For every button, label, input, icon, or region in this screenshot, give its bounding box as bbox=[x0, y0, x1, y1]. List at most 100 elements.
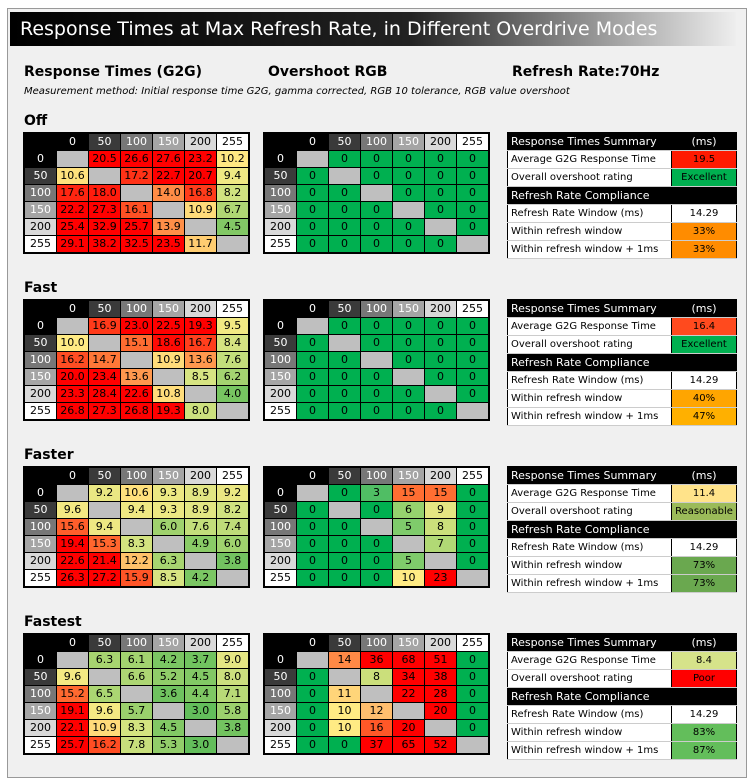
table-row: 100 0 0 5 8 0 bbox=[263, 518, 490, 536]
column-header: 100 bbox=[120, 299, 153, 318]
table-row: 100 17.6 18.0 14.0 16.8 8.2 bbox=[23, 184, 250, 202]
row-header: 150 bbox=[23, 201, 57, 219]
column-header: 200 bbox=[184, 466, 217, 485]
heatmap-cell: 0 bbox=[328, 484, 361, 502]
heatmap-cell bbox=[56, 484, 89, 502]
heatmap-cell: 0 bbox=[296, 668, 329, 686]
heatmap-cell bbox=[424, 218, 457, 236]
response-times-heading: Response Times (G2G) bbox=[24, 64, 203, 80]
overshoot-table: 0 50 100 150 200 255 0 14 36 68 51 0 50 0 8 34 38 0 100 0 11… bbox=[263, 633, 490, 755]
measurement-method: Measurement method: Initial response tim… bbox=[24, 86, 570, 97]
row-header: 200 bbox=[23, 719, 57, 737]
heatmap-cell: 20 bbox=[392, 719, 425, 737]
heatmap-cell: 0 bbox=[392, 334, 425, 352]
heatmap-cell: 0 bbox=[328, 385, 361, 403]
overshoot-heading: Overshoot RGB bbox=[268, 64, 388, 80]
table-row: 200 0 0 0 0 0 bbox=[263, 385, 490, 403]
mode-title: Fastest bbox=[24, 614, 82, 630]
within-label: Within refresh window bbox=[507, 222, 672, 241]
heatmap-cell: 9.2 bbox=[88, 484, 121, 502]
column-header: 0 bbox=[296, 466, 329, 485]
heatmap-cell: 16.2 bbox=[56, 351, 89, 369]
heatmap-cell: 8 bbox=[424, 518, 457, 536]
column-header: 100 bbox=[360, 132, 393, 151]
heatmap-cell: 65 bbox=[392, 736, 425, 755]
heatmap-cell: 0 bbox=[328, 218, 361, 236]
heatmap-cell: 3.7 bbox=[184, 651, 217, 669]
heatmap-cell: 0 bbox=[456, 385, 490, 403]
heatmap-cell: 16.9 bbox=[88, 317, 121, 335]
heatmap-cell: 0 bbox=[456, 668, 490, 686]
heatmap-cell: 16.1 bbox=[120, 201, 153, 219]
overshoot-rating: Poor bbox=[671, 669, 737, 688]
heatmap-cell: 0 bbox=[328, 201, 361, 219]
heatmap-cell bbox=[216, 402, 250, 421]
column-header: 100 bbox=[360, 466, 393, 485]
heatmap-cell: 0 bbox=[424, 351, 457, 369]
column-header: 255 bbox=[456, 633, 490, 652]
heatmap-cell: 16.8 bbox=[184, 184, 217, 202]
window-label: Refresh Rate Window (ms) bbox=[507, 371, 672, 390]
heatmap-cell bbox=[184, 385, 217, 403]
refresh-rate-label: Refresh Rate: bbox=[512, 64, 620, 80]
heatmap-cell: 7.6 bbox=[184, 518, 217, 536]
heatmap-cell: 19.4 bbox=[56, 535, 89, 553]
heatmap-cell: 0 bbox=[296, 702, 329, 720]
heatmap-cell: 0 bbox=[328, 184, 361, 202]
corner-cell bbox=[23, 299, 57, 318]
header-row: 0 50 100 150 200 255 bbox=[263, 466, 490, 485]
heatmap-cell: 0 bbox=[360, 535, 393, 553]
summary-table: Response Times Summary (ms) Average G2G Re… bbox=[507, 132, 737, 259]
heatmap-cell bbox=[184, 719, 217, 737]
refresh-rate-value: 70Hz bbox=[620, 64, 660, 80]
heatmap-cell: 0 bbox=[328, 518, 361, 536]
heatmap-cell: 0 bbox=[360, 201, 393, 219]
heatmap-cell: 8 bbox=[360, 668, 393, 686]
heatmap-cell: 27.6 bbox=[152, 150, 185, 168]
mode-section-faster: Faster 0 50 100 150 200 255 0 9.2 10.6 9.3 8.9 9.2 50… bbox=[0, 447, 753, 607]
row-header: 100 bbox=[23, 518, 57, 536]
heatmap-cell: 27.2 bbox=[88, 569, 121, 588]
heatmap-cell: 0 bbox=[456, 685, 490, 703]
heatmap-cell bbox=[120, 518, 153, 536]
table-row: 150 20.0 23.4 13.6 8.5 6.2 bbox=[23, 368, 250, 386]
heatmap-cell: 23.0 bbox=[120, 317, 153, 335]
row-header: 50 bbox=[263, 334, 297, 352]
heatmap-cell: 9.3 bbox=[152, 501, 185, 519]
heatmap-cell bbox=[216, 569, 250, 588]
heatmap-cell bbox=[296, 651, 329, 669]
heatmap-cell: 0 bbox=[424, 201, 457, 219]
column-header: 255 bbox=[216, 132, 250, 151]
heatmap-cell: 14 bbox=[328, 651, 361, 669]
heatmap-cell: 11 bbox=[328, 685, 361, 703]
corner-cell bbox=[263, 633, 297, 652]
heatmap-cell: 0 bbox=[328, 368, 361, 386]
heatmap-cell: 4.5 bbox=[184, 668, 217, 686]
corner-cell bbox=[23, 132, 57, 151]
within-value: 83% bbox=[671, 723, 737, 742]
row-header: 200 bbox=[23, 218, 57, 236]
heatmap-cell bbox=[88, 167, 121, 185]
heatmap-cell bbox=[152, 702, 185, 720]
table-row: 100 0 11 22 28 0 bbox=[263, 685, 490, 703]
heatmap-cell: 6.0 bbox=[216, 535, 250, 553]
table-row: 150 0 10 12 20 0 bbox=[263, 702, 490, 720]
heatmap-cell: 5.2 bbox=[152, 668, 185, 686]
column-header: 255 bbox=[456, 299, 490, 318]
heatmap-cell: 0 bbox=[392, 150, 425, 168]
heatmap-cell: 23.4 bbox=[88, 368, 121, 386]
column-header: 100 bbox=[120, 132, 153, 151]
heatmap-cell: 52 bbox=[424, 736, 457, 755]
heatmap-cell: 0 bbox=[296, 535, 329, 553]
heatmap-cell: 20.0 bbox=[56, 368, 89, 386]
summary-table: Response Times Summary (ms) Average G2G Re… bbox=[507, 299, 737, 426]
compliance-heading: Refresh Rate Compliance bbox=[507, 520, 737, 539]
heatmap-cell: 26.6 bbox=[120, 150, 153, 168]
heatmap-cell: 22.6 bbox=[120, 385, 153, 403]
window-value: 14.29 bbox=[671, 705, 737, 724]
heatmap-cell: 0 bbox=[424, 167, 457, 185]
heatmap-cell bbox=[184, 552, 217, 570]
mode-section-fastest: Fastest 0 50 100 150 200 255 0 6.3 6.1 4.2 3.7 9.0 50… bbox=[0, 614, 753, 774]
heatmap-cell: 5.3 bbox=[152, 736, 185, 755]
column-header: 150 bbox=[392, 633, 425, 652]
